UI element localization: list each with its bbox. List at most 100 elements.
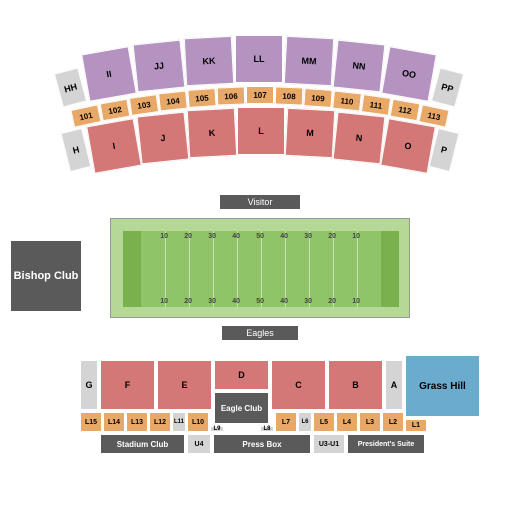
label-PP: PP	[440, 81, 454, 94]
seat-L5[interactable]: L5	[313, 412, 335, 432]
seat-F[interactable]: F	[100, 360, 155, 410]
label-L7: L7	[282, 419, 290, 426]
label-109: 109	[311, 93, 325, 103]
seat-I[interactable]: I	[86, 118, 142, 174]
yard-20b: 20	[328, 233, 336, 240]
seat-O[interactable]: O	[380, 118, 436, 174]
label-102: 102	[108, 104, 123, 115]
label-U4: U4	[195, 441, 204, 448]
seat-E[interactable]: E	[157, 360, 212, 410]
bishop-club[interactable]: Bishop Club	[10, 240, 82, 312]
seat-111[interactable]: 111	[361, 94, 391, 116]
label-KK: KK	[202, 56, 216, 67]
label-D: D	[238, 370, 245, 380]
seat-U3U1[interactable]: U3-U1	[313, 434, 345, 454]
label-NN: NN	[352, 60, 366, 71]
seat-L14[interactable]: L14	[103, 412, 125, 432]
stadium-club-label: Stadium Club	[117, 440, 169, 449]
seat-L4[interactable]: L4	[336, 412, 358, 432]
seat-L3[interactable]: L3	[359, 412, 381, 432]
seat-J[interactable]: J	[137, 112, 190, 165]
yard-30b: 30	[304, 233, 312, 240]
seat-L7[interactable]: L7	[275, 412, 297, 432]
label-OO: OO	[401, 68, 417, 80]
seat-N[interactable]: N	[333, 112, 386, 165]
seat-PP[interactable]: PP	[431, 67, 464, 107]
seat-II[interactable]: II	[81, 46, 137, 102]
seat-L9[interactable]: L9	[210, 426, 224, 432]
seat-MM[interactable]: MM	[284, 36, 334, 86]
seat-L10[interactable]: L10	[187, 412, 209, 432]
label-C: C	[295, 380, 302, 390]
seat-104[interactable]: 104	[158, 91, 188, 112]
label-L14: L14	[108, 419, 120, 426]
label-MM: MM	[301, 56, 317, 67]
field-outer: 10 20 30 40 50 40 30 20 10 10 20 30 40 5…	[110, 218, 410, 318]
visitor-text: Visitor	[248, 197, 273, 207]
seat-JJ[interactable]: JJ	[133, 40, 186, 93]
seat-112[interactable]: 112	[390, 99, 421, 122]
stadium-club[interactable]: Stadium Club	[100, 434, 185, 454]
seat-106[interactable]: 106	[217, 87, 246, 106]
seat-B[interactable]: B	[328, 360, 383, 410]
yard-10c: 10	[160, 298, 168, 305]
seat-A[interactable]: A	[385, 360, 403, 410]
seat-L2[interactable]: L2	[382, 412, 404, 432]
seat-105[interactable]: 105	[187, 88, 216, 108]
label-JJ: JJ	[153, 61, 164, 72]
eagles-text: Eagles	[246, 328, 274, 338]
seat-L6[interactable]: L6	[298, 412, 312, 432]
seat-110[interactable]: 110	[332, 91, 362, 112]
eagle-club[interactable]: Eagle Club	[214, 392, 269, 424]
seat-NN[interactable]: NN	[333, 40, 386, 93]
label-L4: L4	[343, 419, 351, 426]
seat-107[interactable]: 107	[246, 86, 274, 104]
seat-D[interactable]: D	[214, 360, 269, 390]
yard-10d: 10	[352, 298, 360, 305]
seat-L15[interactable]: L15	[80, 412, 102, 432]
label-L3: L3	[366, 419, 374, 426]
eagles-label: Eagles	[222, 326, 298, 340]
seat-OO[interactable]: OO	[381, 46, 437, 102]
presidents-suite[interactable]: President's Suite	[347, 434, 425, 454]
endzone-left	[123, 231, 141, 307]
seat-L1[interactable]: L1	[405, 419, 427, 432]
yard-40d: 40	[280, 298, 288, 305]
seat-U4[interactable]: U4	[187, 434, 211, 454]
field-inner: 10 20 30 40 50 40 30 20 10 10 20 30 40 5…	[123, 231, 399, 307]
seat-L13[interactable]: L13	[126, 412, 148, 432]
seat-C[interactable]: C	[271, 360, 326, 410]
label-LL: LL	[254, 54, 265, 64]
label-L: L	[258, 126, 264, 136]
label-106: 106	[224, 91, 238, 100]
seat-L12[interactable]: L12	[149, 412, 171, 432]
seat-L8[interactable]: L8	[260, 426, 274, 432]
seat-K[interactable]: K	[187, 108, 237, 158]
seat-M[interactable]: M	[285, 108, 335, 158]
seat-L[interactable]: L	[237, 107, 285, 155]
seat-KK[interactable]: KK	[184, 36, 234, 86]
stadium-map: HH II JJ KK LL MM NN OO PP 101 102 103 1…	[0, 0, 525, 525]
bishop-club-label: Bishop Club	[14, 269, 79, 283]
seat-G[interactable]: G	[80, 360, 98, 410]
seat-L11[interactable]: L11	[172, 412, 186, 432]
label-112: 112	[398, 104, 412, 115]
label-L11: L11	[174, 419, 184, 425]
label-I: I	[112, 141, 116, 151]
label-L13: L13	[131, 419, 143, 426]
label-J: J	[160, 133, 166, 143]
presidents-suite-label: President's Suite	[358, 441, 415, 448]
label-L12: L12	[154, 419, 166, 426]
press-box[interactable]: Press Box	[213, 434, 311, 454]
label-H: H	[72, 144, 81, 155]
seat-103[interactable]: 103	[129, 94, 159, 116]
seat-HH[interactable]: HH	[54, 67, 87, 107]
label-L5: L5	[320, 419, 328, 426]
seat-109[interactable]: 109	[303, 88, 332, 108]
seat-108[interactable]: 108	[275, 87, 304, 106]
seat-102[interactable]: 102	[100, 99, 131, 122]
seat-LL[interactable]: LL	[235, 35, 283, 83]
yard-40c: 40	[232, 298, 240, 305]
label-U3U1: U3-U1	[319, 441, 339, 448]
grass-hill[interactable]: Grass Hill	[405, 355, 480, 417]
